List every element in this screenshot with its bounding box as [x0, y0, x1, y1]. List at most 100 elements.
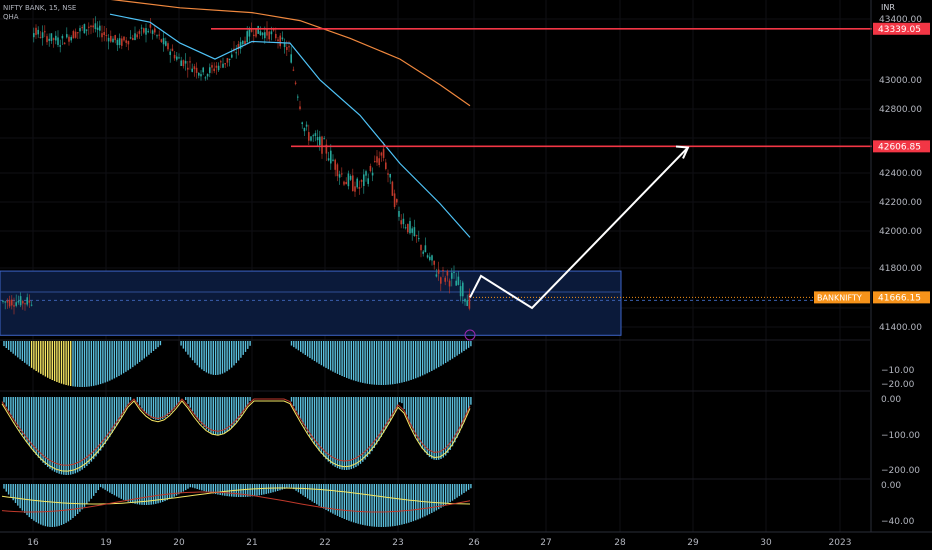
histogram-bar: [389, 397, 392, 421]
histogram-bar: [95, 397, 97, 457]
candle-body: [250, 29, 253, 32]
histogram-bar: [3, 484, 5, 489]
histogram-bar: [42, 397, 44, 463]
histogram-bar: [104, 397, 106, 444]
histogram-bar: [63, 397, 65, 475]
candle-body: [35, 27, 37, 35]
histogram-bar: [265, 484, 267, 494]
histogram-bar: [111, 341, 113, 380]
histogram-bar: [113, 397, 116, 430]
candle-body: [286, 46, 288, 50]
histogram-bar: [3, 341, 5, 347]
histogram-bar: [465, 341, 467, 350]
histogram-bar: [385, 341, 387, 385]
pane-tick-label: −200.00: [881, 466, 920, 476]
histogram-bar: [125, 484, 127, 501]
histogram-bar: [14, 341, 17, 356]
histogram-bar: [83, 484, 86, 507]
histogram-bar: [198, 397, 201, 422]
histogram-bar: [456, 341, 458, 356]
histogram-bar: [203, 341, 205, 372]
candle-body: [308, 132, 310, 141]
time-tick-label: 30: [760, 538, 772, 548]
histogram-bar: [129, 484, 132, 503]
candle-body: [160, 39, 163, 42]
candle-body: [145, 28, 147, 35]
candle-body: [437, 269, 440, 274]
histogram-bar: [19, 397, 21, 432]
candle-body: [217, 65, 220, 71]
candle-body: [398, 211, 400, 217]
histogram-bar: [180, 484, 182, 493]
candle-body: [178, 57, 180, 59]
candle-body: [248, 28, 251, 37]
candle-body: [202, 67, 204, 73]
candle-body: [167, 43, 169, 50]
candle-body: [77, 32, 79, 34]
candle-body: [457, 276, 460, 285]
histogram-bar: [254, 484, 256, 497]
histogram-bar: [162, 397, 164, 420]
histogram-bar: [313, 397, 316, 445]
candle-body: [52, 38, 55, 40]
histogram-bar: [145, 484, 148, 505]
histogram-bar: [369, 341, 371, 385]
histogram-bar: [152, 397, 155, 419]
histogram-bar: [295, 484, 297, 491]
histogram-bar: [231, 341, 233, 368]
histogram-bar: [334, 341, 336, 373]
histogram-bar: [196, 341, 198, 366]
histogram-bar: [191, 397, 194, 412]
histogram-bar: [290, 397, 293, 402]
projection-arrowhead: [675, 145, 690, 159]
time-tick-label: 28: [614, 538, 626, 548]
histogram-bar: [412, 341, 415, 380]
histogram-bar: [185, 484, 187, 491]
histogram-bar: [166, 484, 168, 501]
histogram-bar: [346, 341, 348, 378]
histogram-bar: [65, 397, 67, 475]
histogram-bar: [106, 484, 109, 492]
candle-body: [418, 238, 420, 240]
histogram-bar: [316, 341, 318, 363]
histogram-bar: [251, 484, 254, 497]
last-price-tag: [873, 291, 930, 304]
histogram-bar: [157, 484, 159, 504]
histogram-bar: [93, 341, 95, 386]
histogram-bar: [336, 397, 339, 469]
resistance-price-label-upper: 43339.05: [878, 25, 921, 35]
candle-body: [363, 174, 365, 186]
candle-body: [435, 274, 438, 277]
histogram-bar: [355, 397, 357, 468]
candle-body: [180, 60, 182, 66]
demand-zone: [0, 270, 870, 336]
histogram-bar: [447, 341, 449, 362]
histogram-bar: [431, 484, 433, 513]
histogram-bar: [444, 397, 447, 456]
histogram-bar: [403, 484, 405, 525]
candle-body: [136, 34, 138, 38]
histogram-bar: [129, 397, 132, 401]
histogram-bar: [127, 341, 129, 371]
histogram-bar: [72, 484, 74, 519]
histogram-bar: [70, 397, 72, 475]
histogram-bar: [382, 484, 385, 527]
histogram-bar: [362, 341, 364, 383]
histogram-bar: [247, 484, 249, 497]
histogram-bar: [359, 341, 362, 383]
histogram-bar: [440, 397, 442, 459]
fast-ma-line: [109, 13, 471, 238]
histogram-bar: [290, 341, 293, 346]
histogram-bar: [143, 484, 145, 505]
candle-body: [462, 282, 464, 297]
histogram-bar: [5, 484, 7, 492]
histogram-bar: [56, 397, 58, 473]
histogram-bar: [72, 397, 74, 475]
pane-tick-label: 0.00: [881, 395, 901, 405]
histogram-bar: [410, 341, 412, 380]
candle-body: [129, 37, 132, 39]
histogram-bar: [295, 397, 297, 411]
histogram-bar: [40, 341, 42, 374]
histogram-bar: [304, 484, 306, 497]
